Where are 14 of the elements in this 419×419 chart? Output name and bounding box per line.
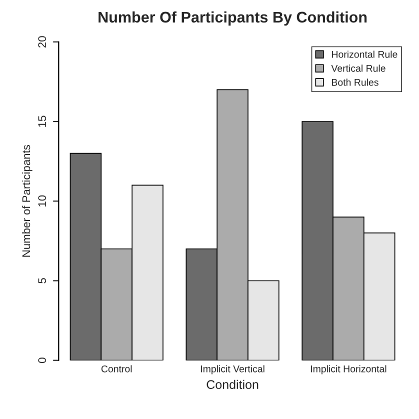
chart-title: Number Of Participants By Condition <box>98 11 367 26</box>
legend-label: Horizontal Rule <box>332 50 398 58</box>
y-tick-label: 0 <box>38 358 46 363</box>
legend-label: Vertical Rule <box>331 64 386 72</box>
y-axis-title: Number of Participants <box>22 145 32 257</box>
y-tick-label: 20 <box>38 36 46 48</box>
legend-label: Both Rules <box>332 78 378 86</box>
y-tick-label: 10 <box>38 195 46 206</box>
x-tick-label: Implicit Vertical <box>201 365 264 374</box>
x-tick-label: Implicit Horizontal <box>311 365 386 374</box>
x-tick-label: Control <box>101 365 132 372</box>
y-tick-label: 15 <box>38 116 46 127</box>
x-axis-title: Condition <box>206 380 258 389</box>
y-tick-label: 5 <box>38 278 46 284</box>
